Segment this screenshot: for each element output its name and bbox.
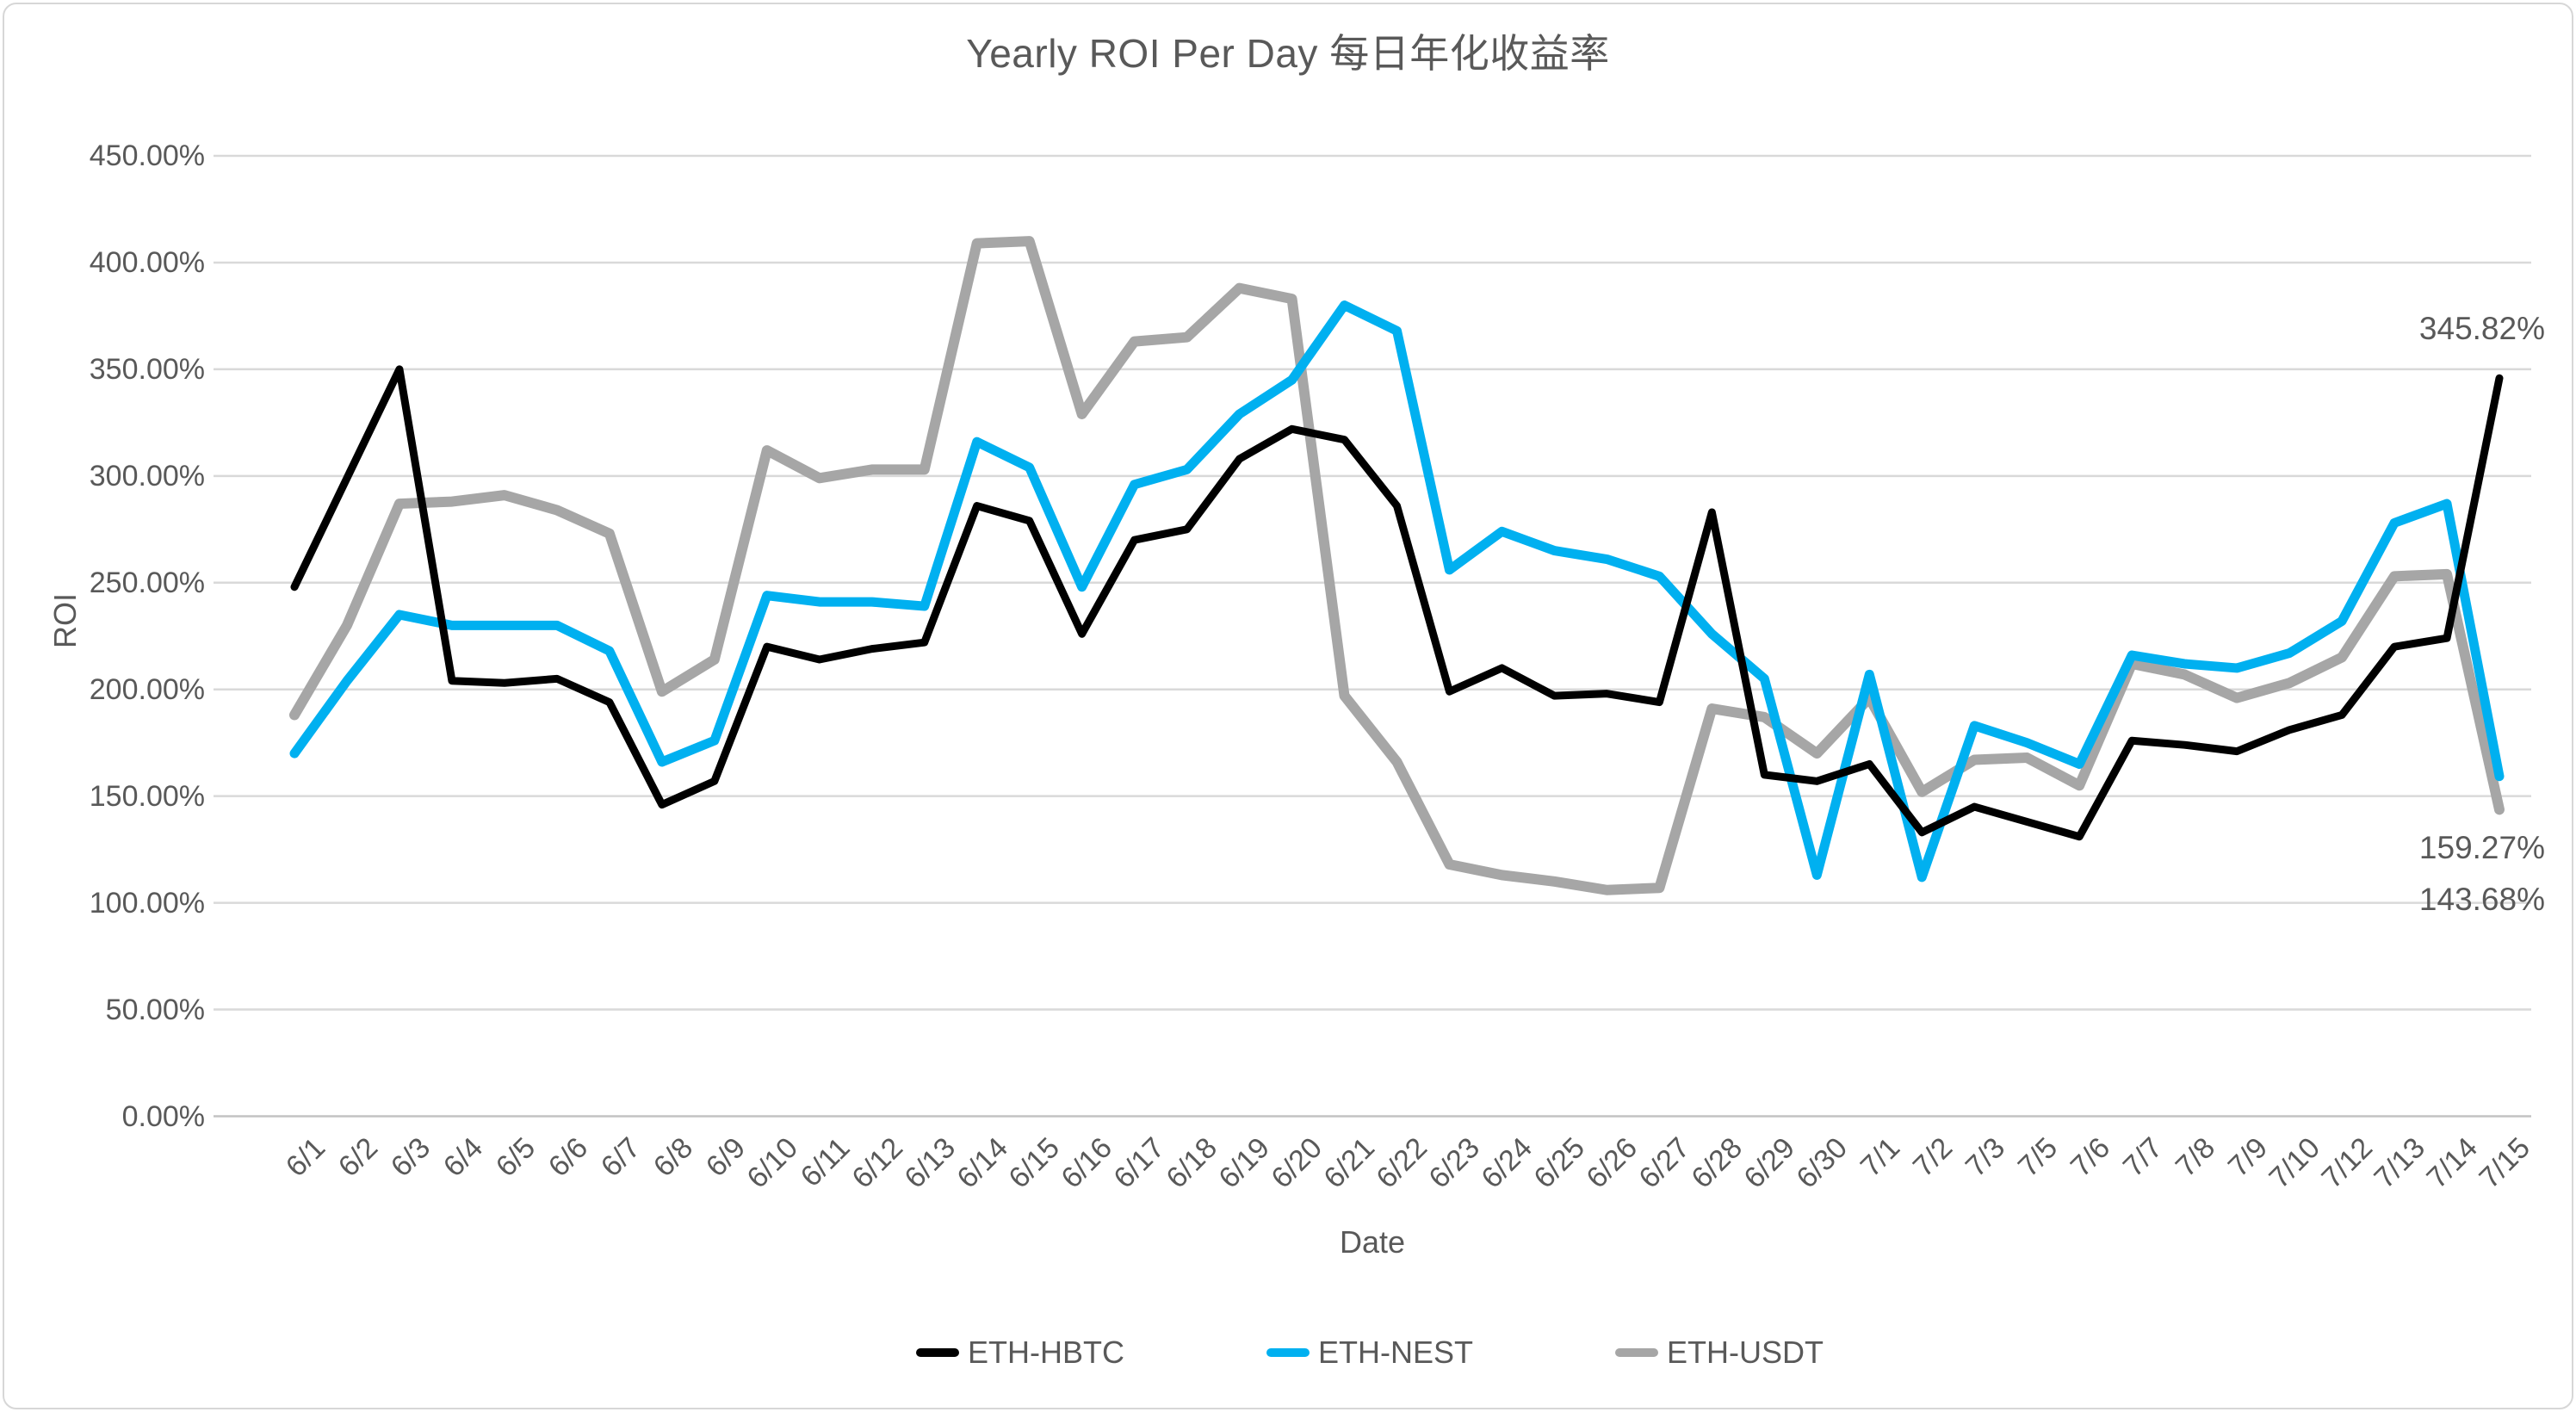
legend-label-eth-nest: ETH-NEST [1318, 1335, 1473, 1370]
y-tick-label: 200.00% [89, 672, 205, 706]
y-tick-label: 50.00% [105, 993, 205, 1026]
y-tick-label: 250.00% [89, 566, 205, 599]
legend-item-eth-nest: ETH-NEST [1266, 1335, 1473, 1371]
legend-swatch-eth-usdt [1615, 1348, 1658, 1357]
legend-label-eth-usdt: ETH-USDT [1667, 1335, 1824, 1370]
legend-swatch-eth-nest [1266, 1348, 1310, 1357]
chart-legend: ETH-HBTC ETH-NEST ETH-USDT [916, 1335, 1824, 1371]
series-line-eth-hbtc [290, 365, 2504, 841]
legend-item-eth-hbtc: ETH-HBTC [916, 1335, 1124, 1371]
y-tick-label: 300.00% [89, 459, 205, 492]
legend-label-eth-hbtc: ETH-HBTC [968, 1335, 1124, 1370]
chart-card [3, 3, 2573, 1409]
annotation-eth-hbtc: 345.82% [2418, 311, 2545, 347]
y-tick-label: 150.00% [89, 779, 205, 813]
y-tick-label: 400.00% [89, 245, 205, 279]
legend-swatch-eth-hbtc [916, 1348, 959, 1357]
y-tick-label: 450.00% [89, 139, 205, 172]
annotation-eth-nest: 159.27% [2418, 829, 2545, 865]
y-tick-label: 100.00% [89, 886, 205, 920]
y-tick-label: 0.00% [121, 1099, 205, 1133]
chart-title: Yearly ROI Per Day 每日年化收益率 [966, 31, 1610, 76]
x-axis-title: Date [1339, 1224, 1406, 1260]
legend-item-eth-usdt: ETH-USDT [1615, 1335, 1824, 1371]
annotation-eth-usdt: 143.68% [2418, 882, 2545, 918]
y-tick-label: 350.00% [89, 352, 205, 386]
series-line-eth-nest [289, 300, 2505, 882]
